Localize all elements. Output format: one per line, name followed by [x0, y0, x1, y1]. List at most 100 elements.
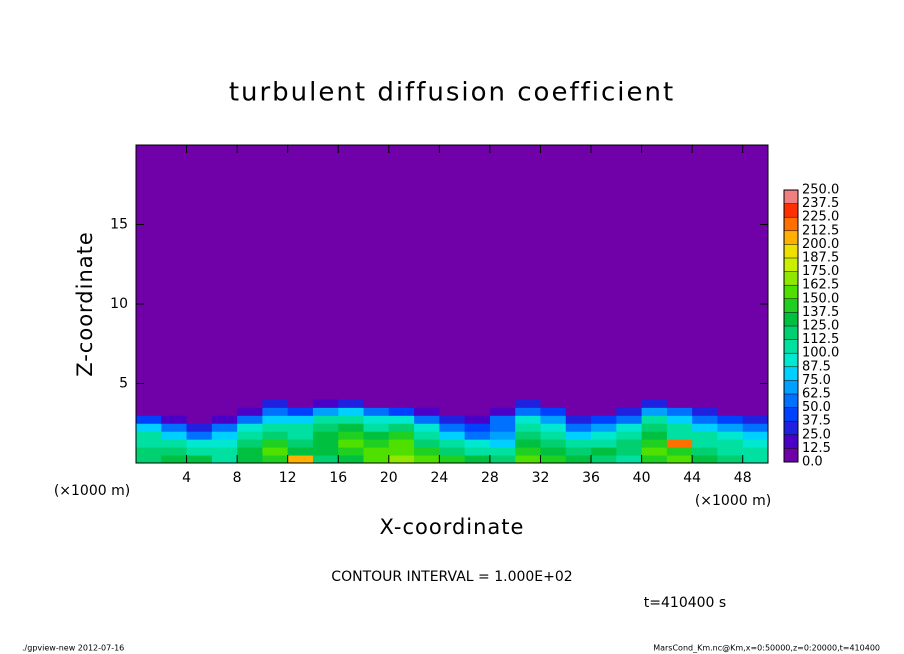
field-cell [565, 399, 592, 408]
field-cell [464, 455, 491, 464]
field-cell [136, 399, 162, 408]
field-cell [136, 439, 162, 448]
field-cell [489, 407, 516, 416]
x-tick-label: 4 [182, 470, 191, 486]
colorbar-label: 25.0 [802, 427, 831, 442]
field-cell [363, 423, 390, 432]
x-tick-label: 36 [582, 470, 600, 486]
field-cell [211, 423, 238, 432]
field-cell [338, 399, 365, 408]
colorbar-label: 250.0 [802, 183, 839, 198]
colorbar-swatch [784, 298, 798, 313]
field-cell [565, 439, 592, 448]
field-cell [186, 439, 213, 448]
colorbar-swatch [784, 339, 798, 354]
field-cell [312, 431, 339, 440]
field-cell [489, 431, 516, 440]
field-cell [742, 431, 769, 440]
field-cell [363, 407, 390, 416]
field-cell [616, 423, 643, 432]
field-cell [515, 415, 541, 424]
field-cell [515, 407, 541, 416]
field-cell [591, 407, 617, 416]
field-cell [641, 455, 668, 464]
field-cell [287, 415, 314, 424]
field-cell [666, 431, 693, 440]
field-cell [641, 415, 668, 424]
field-cell [565, 423, 592, 432]
field-cell [388, 415, 415, 424]
field-cell [540, 399, 567, 408]
colorbar-label: 87.5 [802, 359, 831, 374]
field-cell [211, 399, 238, 408]
field-cell [439, 399, 466, 408]
field-cell [717, 399, 744, 408]
field-cell [186, 415, 213, 424]
x-axis-label: X-coordinate [380, 515, 525, 539]
field-cell [565, 407, 592, 416]
field-cell [641, 407, 668, 416]
colorbar-label: 62.5 [802, 387, 831, 402]
field-cell [489, 415, 516, 424]
colorbar-label: 212.5 [802, 223, 839, 238]
field-cell [414, 455, 440, 464]
field-cell [262, 407, 289, 416]
field-cell [388, 439, 415, 448]
field-cell [692, 447, 718, 456]
colorbar-swatch [784, 244, 798, 258]
field-cell [515, 431, 541, 440]
field-cell [515, 423, 541, 432]
field-cell [363, 439, 390, 448]
field-cell [237, 423, 263, 432]
field-cell [287, 439, 314, 448]
x-tick-label: 28 [481, 470, 499, 486]
x-tick-label: 16 [329, 470, 347, 486]
x-tick-label: 48 [734, 470, 752, 486]
field-cell [692, 431, 718, 440]
field-cell [312, 439, 339, 448]
field-cell [237, 455, 263, 464]
field-cell [565, 431, 592, 440]
field-cell [464, 423, 491, 432]
field-cell [464, 431, 491, 440]
field-cell [717, 447, 744, 456]
field-cell [262, 439, 289, 448]
field-cell [363, 399, 390, 408]
colorbar-label: 225.0 [802, 210, 839, 225]
field-cell [692, 399, 718, 408]
field-cell [312, 399, 339, 408]
field-cell [414, 431, 440, 440]
field-cell [439, 431, 466, 440]
x-tick-label: 32 [532, 470, 550, 486]
field-cell [742, 399, 769, 408]
field-cell [515, 439, 541, 448]
contour-interval: CONTOUR INTERVAL = 1.000E+02 [331, 569, 572, 585]
field-cell [641, 423, 668, 432]
field-cell [742, 439, 769, 448]
field-cell [161, 423, 188, 432]
field-cell [237, 431, 263, 440]
field-cell [717, 439, 744, 448]
field-cell [388, 431, 415, 440]
field-cell [540, 455, 567, 464]
field-cell [515, 455, 541, 464]
field-cell [262, 423, 289, 432]
field-cell [742, 447, 769, 456]
field-cell [388, 399, 415, 408]
field-cell [641, 439, 668, 448]
field-cell [312, 423, 339, 432]
field-cell [540, 415, 567, 424]
colorbar-label: 187.5 [802, 251, 839, 266]
field-cell [312, 455, 339, 464]
field-cell [287, 431, 314, 440]
field-cell [211, 447, 238, 456]
field-cell [464, 439, 491, 448]
field-cell [489, 447, 516, 456]
y-tick-label: 15 [110, 217, 128, 233]
field-cell [616, 447, 643, 456]
field-cell [540, 431, 567, 440]
field-cell [414, 407, 440, 416]
field-cell [136, 431, 162, 440]
field-cell [464, 407, 491, 416]
field-cell [388, 455, 415, 464]
